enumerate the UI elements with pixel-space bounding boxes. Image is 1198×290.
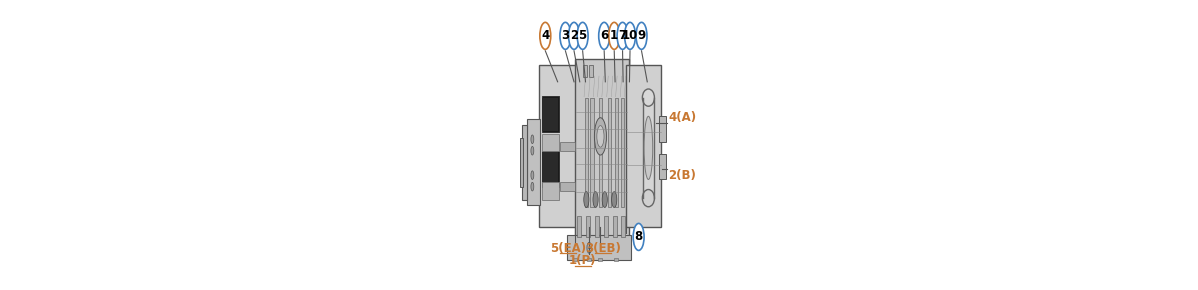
Ellipse shape bbox=[577, 22, 588, 49]
FancyBboxPatch shape bbox=[594, 216, 599, 238]
FancyBboxPatch shape bbox=[541, 151, 558, 187]
FancyBboxPatch shape bbox=[659, 116, 666, 142]
FancyBboxPatch shape bbox=[642, 98, 654, 198]
FancyBboxPatch shape bbox=[561, 142, 575, 151]
Text: 10: 10 bbox=[622, 29, 639, 42]
Ellipse shape bbox=[593, 192, 598, 207]
Text: 1: 1 bbox=[610, 29, 618, 42]
FancyBboxPatch shape bbox=[527, 119, 540, 205]
Ellipse shape bbox=[642, 89, 654, 106]
FancyBboxPatch shape bbox=[587, 258, 591, 261]
FancyBboxPatch shape bbox=[659, 154, 666, 180]
FancyBboxPatch shape bbox=[613, 258, 618, 261]
Ellipse shape bbox=[609, 22, 619, 49]
Text: 1(P): 1(P) bbox=[569, 254, 597, 267]
Ellipse shape bbox=[597, 126, 604, 147]
FancyBboxPatch shape bbox=[583, 65, 587, 77]
Ellipse shape bbox=[603, 192, 607, 207]
Text: 3(EB): 3(EB) bbox=[586, 242, 622, 255]
FancyBboxPatch shape bbox=[607, 98, 611, 207]
Ellipse shape bbox=[569, 22, 580, 49]
FancyBboxPatch shape bbox=[615, 98, 618, 207]
FancyBboxPatch shape bbox=[613, 216, 617, 238]
FancyBboxPatch shape bbox=[598, 258, 601, 261]
Ellipse shape bbox=[540, 22, 551, 49]
FancyBboxPatch shape bbox=[622, 216, 625, 238]
Ellipse shape bbox=[645, 116, 653, 180]
Text: 9: 9 bbox=[637, 29, 646, 42]
Text: 4: 4 bbox=[541, 29, 550, 42]
FancyBboxPatch shape bbox=[567, 235, 631, 260]
FancyBboxPatch shape bbox=[541, 96, 558, 132]
Ellipse shape bbox=[617, 22, 628, 49]
FancyBboxPatch shape bbox=[522, 125, 527, 200]
Ellipse shape bbox=[587, 242, 592, 253]
Text: 5: 5 bbox=[579, 29, 587, 42]
Ellipse shape bbox=[612, 192, 617, 207]
FancyBboxPatch shape bbox=[541, 182, 558, 200]
FancyBboxPatch shape bbox=[520, 138, 524, 187]
FancyBboxPatch shape bbox=[621, 98, 624, 207]
Ellipse shape bbox=[531, 146, 534, 155]
Ellipse shape bbox=[583, 192, 589, 207]
FancyBboxPatch shape bbox=[585, 98, 588, 207]
Text: 3: 3 bbox=[562, 29, 569, 42]
Ellipse shape bbox=[531, 135, 534, 144]
FancyBboxPatch shape bbox=[541, 133, 558, 151]
Text: 5(EA): 5(EA) bbox=[550, 242, 586, 255]
FancyBboxPatch shape bbox=[604, 216, 607, 238]
Ellipse shape bbox=[559, 22, 571, 49]
Text: 7: 7 bbox=[618, 29, 627, 42]
FancyBboxPatch shape bbox=[543, 152, 558, 185]
FancyBboxPatch shape bbox=[573, 258, 577, 261]
FancyBboxPatch shape bbox=[599, 98, 603, 207]
FancyBboxPatch shape bbox=[539, 65, 583, 227]
Text: 8: 8 bbox=[635, 231, 643, 243]
FancyBboxPatch shape bbox=[543, 98, 558, 130]
Text: 6: 6 bbox=[600, 29, 609, 42]
FancyBboxPatch shape bbox=[561, 182, 575, 191]
Ellipse shape bbox=[636, 22, 647, 49]
FancyBboxPatch shape bbox=[591, 98, 594, 207]
FancyBboxPatch shape bbox=[589, 65, 593, 77]
Ellipse shape bbox=[531, 171, 534, 180]
Ellipse shape bbox=[642, 190, 654, 207]
Text: 4(A): 4(A) bbox=[668, 111, 696, 124]
Ellipse shape bbox=[599, 22, 610, 49]
FancyBboxPatch shape bbox=[586, 216, 589, 238]
Text: 2: 2 bbox=[570, 29, 579, 42]
Ellipse shape bbox=[634, 223, 645, 250]
Ellipse shape bbox=[624, 22, 635, 49]
FancyBboxPatch shape bbox=[575, 59, 629, 238]
Text: 2(B): 2(B) bbox=[668, 169, 696, 182]
FancyBboxPatch shape bbox=[577, 216, 581, 238]
Ellipse shape bbox=[594, 118, 606, 155]
FancyBboxPatch shape bbox=[627, 65, 661, 227]
Ellipse shape bbox=[531, 182, 534, 191]
